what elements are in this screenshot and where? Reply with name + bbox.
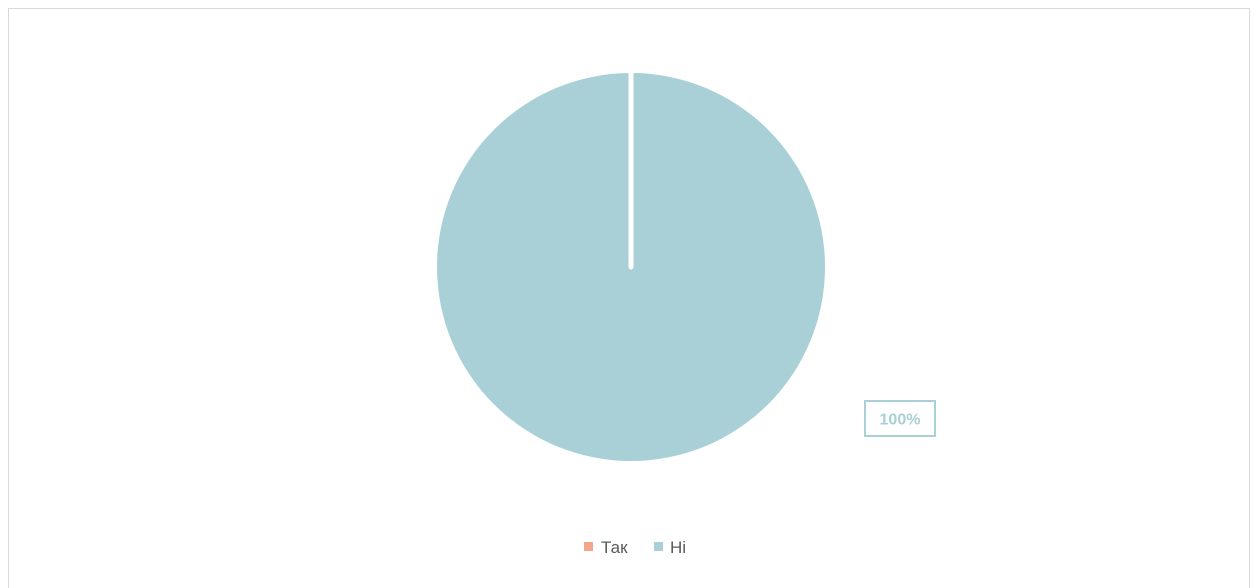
pie-slices	[437, 70, 825, 461]
legend: Так Ні	[584, 538, 686, 557]
legend-swatch-ni	[654, 542, 663, 551]
data-label-ni: 100%	[864, 400, 936, 437]
data-labels: 100%	[864, 400, 936, 437]
legend-swatch-tak	[584, 542, 593, 551]
data-label-text: 100%	[880, 412, 921, 429]
legend-label-ni: Ні	[670, 538, 686, 557]
data-label-box	[864, 400, 936, 437]
legend-label-tak: Так	[601, 538, 628, 557]
